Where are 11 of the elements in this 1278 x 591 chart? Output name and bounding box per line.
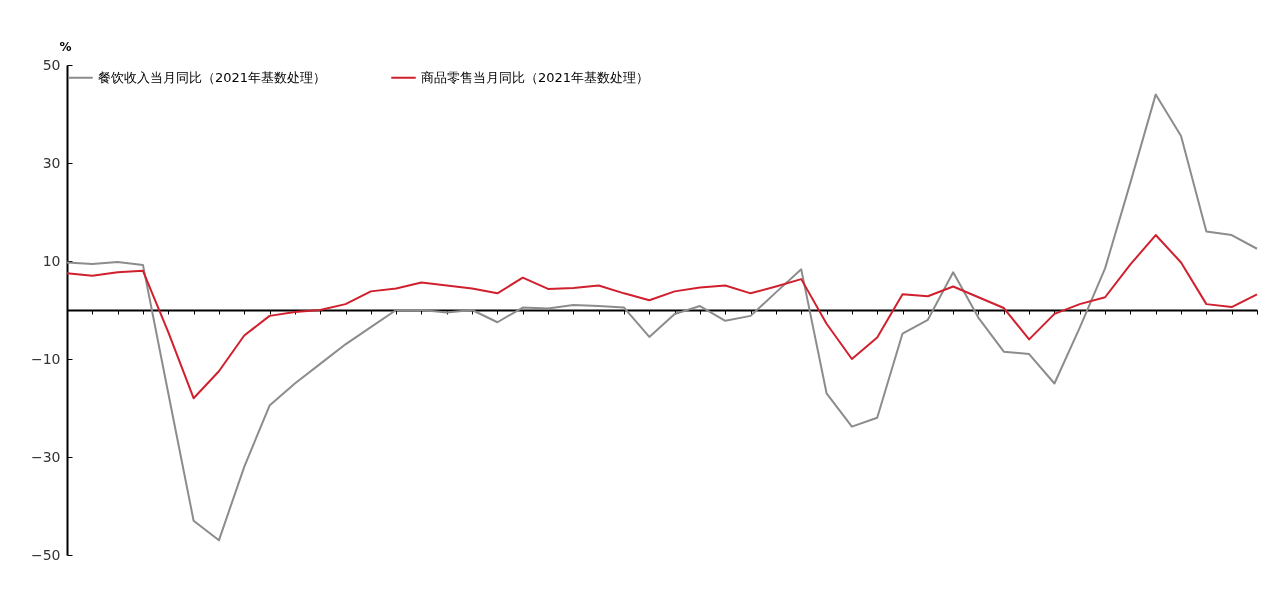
line-series: [66, 93, 1258, 542]
line-series: [66, 234, 1258, 400]
y-tick-label: 50: [42, 56, 61, 73]
y-tick-label: −10: [30, 350, 61, 367]
y-tick-label: −50: [30, 546, 61, 563]
y-tick-label: 10: [42, 252, 61, 269]
legend-label: 商品零售当月同比（2021年基数处理）: [421, 69, 650, 85]
y-axis-title: %: [59, 39, 72, 54]
y-tick-label: −30: [30, 448, 61, 465]
legend-label: 餐饮收入当月同比（2021年基数处理）: [98, 69, 327, 85]
y-tick-label: 30: [42, 154, 61, 171]
